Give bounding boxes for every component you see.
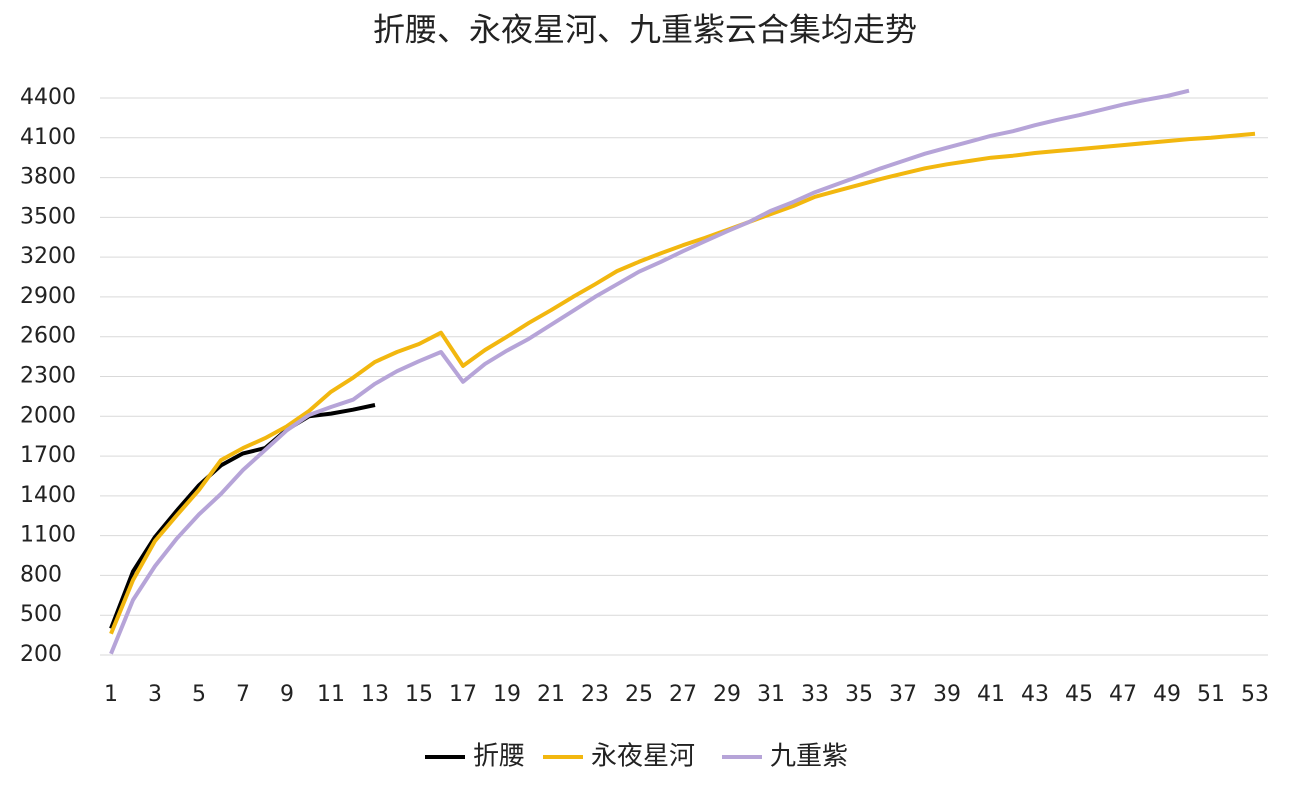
x-tick-label: 1 — [104, 682, 118, 707]
x-tick-label: 31 — [757, 682, 785, 707]
x-tick-label: 41 — [977, 682, 1005, 707]
x-tick-label: 35 — [845, 682, 873, 707]
y-tick-label: 2600 — [20, 324, 76, 349]
x-tick-label: 33 — [801, 682, 829, 707]
x-tick-label: 25 — [625, 682, 653, 707]
x-tick-label: 39 — [933, 682, 961, 707]
legend-label: 永夜星河 — [591, 742, 695, 772]
y-tick-label: 3200 — [20, 244, 76, 269]
x-tick-label: 45 — [1065, 682, 1093, 707]
x-tick-label: 49 — [1153, 682, 1181, 707]
x-tick-label: 11 — [317, 682, 345, 707]
x-tick-label: 23 — [581, 682, 609, 707]
x-tick-label: 7 — [236, 682, 250, 707]
x-tick-label: 5 — [192, 682, 206, 707]
legend-label: 九重紫 — [770, 742, 848, 772]
y-tick-label: 200 — [20, 642, 62, 667]
x-tick-label: 53 — [1241, 682, 1269, 707]
y-tick-label: 1400 — [20, 483, 76, 508]
x-tick-label: 15 — [405, 682, 433, 707]
series-line — [109, 131, 1256, 635]
y-tick-label: 3500 — [20, 204, 76, 229]
y-tick-label: 4400 — [20, 85, 76, 110]
x-tick-label: 51 — [1197, 682, 1225, 707]
x-tick-label: 3 — [148, 682, 162, 707]
legend-label: 折腰 — [473, 742, 525, 772]
y-tick-label: 4100 — [20, 125, 76, 150]
chart-title: 折腰、永夜星河、九重紫云合集均走势 — [373, 11, 917, 49]
x-tick-label: 19 — [493, 682, 521, 707]
series-line — [109, 403, 376, 630]
x-tick-label: 13 — [361, 682, 389, 707]
y-tick-label: 1700 — [20, 443, 76, 468]
x-tick-label: 47 — [1109, 682, 1137, 707]
x-tick-label: 9 — [280, 682, 294, 707]
y-tick-label: 2000 — [20, 403, 76, 428]
y-tick-label: 1100 — [20, 523, 76, 548]
y-tick-label: 800 — [20, 562, 62, 587]
y-tick-label: 2300 — [20, 364, 76, 389]
x-tick-label: 17 — [449, 682, 477, 707]
y-tick-label: 3800 — [20, 165, 76, 190]
x-tick-label: 37 — [889, 682, 917, 707]
x-tick-label: 29 — [713, 682, 741, 707]
x-tick-label: 21 — [537, 682, 565, 707]
series-line — [109, 88, 1190, 655]
x-tick-label: 27 — [669, 682, 697, 707]
x-tick-label: 43 — [1021, 682, 1049, 707]
y-tick-label: 500 — [20, 602, 62, 627]
y-tick-label: 2900 — [20, 284, 76, 309]
